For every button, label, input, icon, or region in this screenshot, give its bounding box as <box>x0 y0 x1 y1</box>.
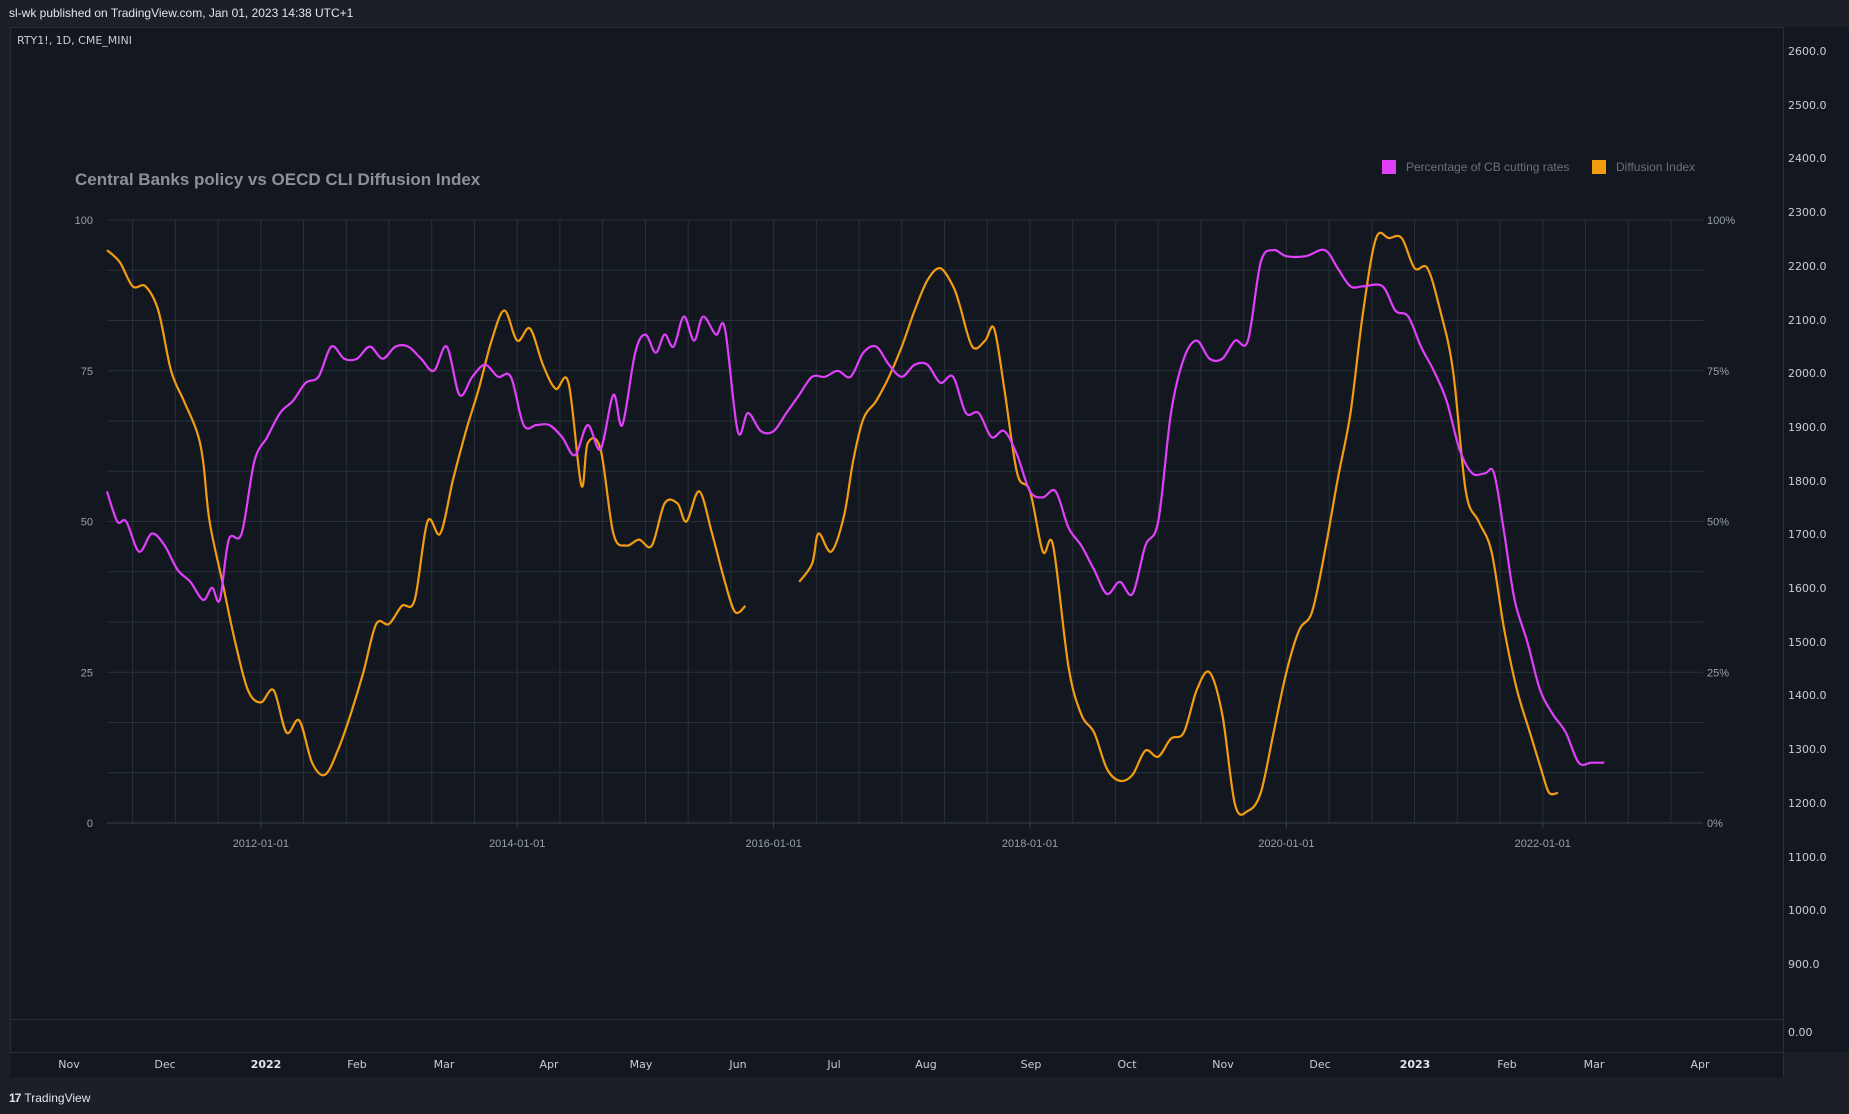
time-tick: Dec <box>1309 1058 1331 1071</box>
price-tick: 1500.0 <box>1788 635 1827 649</box>
left-axis-tick: 100 <box>75 215 93 227</box>
time-axis[interactable] <box>10 1052 1783 1078</box>
time-tick: Mar <box>1583 1058 1605 1071</box>
price-tick: 1700.0 <box>1788 528 1827 542</box>
time-tick: Sep <box>1020 1058 1042 1071</box>
price-tick: 2300.0 <box>1788 206 1827 220</box>
price-tick: 2400.0 <box>1788 152 1827 166</box>
time-tick: Oct <box>1117 1058 1137 1071</box>
price-tick: 1100.0 <box>1788 850 1827 864</box>
x-axis-tick: 2018-01-01 <box>1002 838 1058 850</box>
time-tick: Jul <box>827 1058 841 1071</box>
left-axis-tick: 75 <box>81 366 93 378</box>
left-axis-tick: 50 <box>81 517 93 529</box>
time-tick: 2022 <box>250 1058 282 1071</box>
diffusion-index-line-segment <box>798 231 1559 816</box>
time-tick: Apr <box>1690 1058 1710 1071</box>
time-tick: 2023 <box>1399 1058 1431 1071</box>
price-tick: 2200.0 <box>1788 259 1827 273</box>
time-tick: Nov <box>58 1058 80 1071</box>
time-tick: Jun <box>729 1058 747 1071</box>
x-axis-tick: 2022-01-01 <box>1515 838 1571 850</box>
price-tick: 2000.0 <box>1788 367 1827 381</box>
cb-cutting-rates-line <box>105 248 1605 766</box>
symbol-label[interactable]: RTY1!, 1D, CME_MINI <box>17 34 132 47</box>
legend-label: Diffusion Index <box>1616 160 1695 174</box>
chart-title: Central Banks policy vs OECD CLI Diffusi… <box>75 170 481 189</box>
footer[interactable]: 17 TradingView <box>9 1088 90 1108</box>
time-tick: May <box>629 1058 653 1071</box>
time-tick: Dec <box>154 1058 176 1071</box>
price-tick: 1800.0 <box>1788 474 1827 488</box>
price-tick: 1400.0 <box>1788 689 1827 703</box>
price-tick: 2600.0 <box>1788 45 1827 58</box>
published-header: sl-wk published on TradingView.com, Jan … <box>0 0 1849 27</box>
indicator-axis-label: 0.00 <box>1788 1026 1813 1039</box>
price-tick: 1300.0 <box>1788 743 1827 757</box>
price-tick: 1900.0 <box>1788 420 1827 434</box>
right-axis-tick: 50% <box>1707 517 1729 529</box>
price-tick: 1600.0 <box>1788 582 1827 595</box>
time-tick: Nov <box>1212 1058 1234 1071</box>
footer-brand: TradingView <box>24 1091 91 1105</box>
left-axis-tick: 0 <box>87 818 93 830</box>
legend-label: Percentage of CB cutting rates <box>1406 160 1569 174</box>
time-tick: Aug <box>915 1058 937 1071</box>
diffusion-index-line <box>106 249 747 777</box>
price-tick: 2100.0 <box>1788 313 1827 327</box>
price-tick: 1200.0 <box>1788 796 1827 810</box>
time-tick: Apr <box>539 1058 559 1071</box>
right-axis-tick: 100% <box>1707 215 1735 227</box>
time-tick: Mar <box>433 1058 455 1071</box>
indicator-separator <box>10 1019 1783 1020</box>
x-axis-tick: 2016-01-01 <box>745 838 801 850</box>
x-axis-tick: 2020-01-01 <box>1258 838 1314 850</box>
x-axis-tick: 2012-01-01 <box>233 838 289 850</box>
time-tick: Feb <box>1497 1058 1517 1071</box>
price-tick: 900.0 <box>1788 957 1820 971</box>
legend-swatch <box>1382 160 1396 174</box>
tradingview-logo-icon: 17 <box>9 1091 21 1105</box>
time-tick: Feb <box>347 1058 367 1071</box>
right-axis-tick: 75% <box>1707 366 1729 378</box>
right-axis-tick: 0% <box>1707 818 1723 830</box>
x-axis-tick: 2014-01-01 <box>489 838 545 850</box>
price-tick: 2500.0 <box>1788 98 1827 112</box>
chart-panel[interactable] <box>10 27 1784 1077</box>
price-axis[interactable] <box>1783 27 1849 1052</box>
legend-swatch <box>1592 160 1606 174</box>
right-axis-tick: 25% <box>1707 667 1729 679</box>
left-axis-tick: 25 <box>81 667 93 679</box>
price-tick: 1000.0 <box>1788 904 1827 918</box>
